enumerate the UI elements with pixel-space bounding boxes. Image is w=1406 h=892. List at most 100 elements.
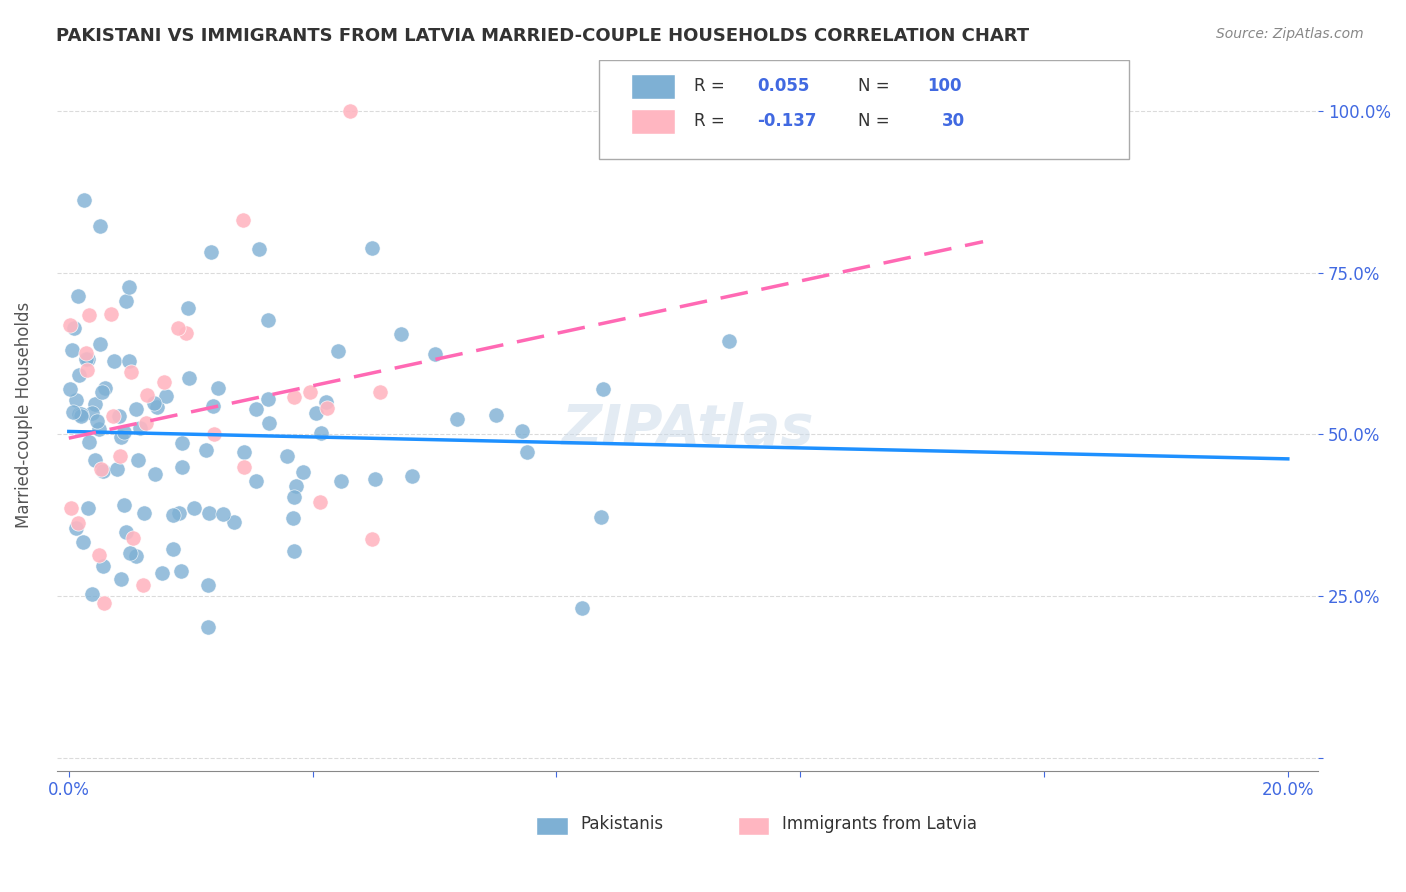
Point	[59, 382, 82, 396]
Point	[60, 501, 83, 516]
Point	[330, 474, 353, 488]
Y-axis label: Married-couple Households: Married-couple Households	[15, 302, 32, 528]
Point	[364, 472, 387, 486]
Point	[118, 280, 141, 294]
Point	[368, 385, 391, 400]
Point	[83, 452, 105, 467]
Point	[305, 406, 328, 420]
Point	[315, 394, 337, 409]
Point	[67, 368, 90, 383]
Point	[66, 289, 89, 303]
Point	[118, 546, 141, 560]
Bar	[738, 817, 769, 835]
Point	[571, 600, 593, 615]
Point	[592, 382, 614, 396]
Point	[718, 334, 741, 348]
Point	[129, 421, 152, 435]
Point	[166, 321, 188, 335]
Point	[202, 427, 225, 442]
Point	[76, 363, 98, 377]
Point	[152, 375, 174, 389]
Point	[589, 509, 612, 524]
Point	[125, 401, 148, 416]
Point	[233, 445, 256, 459]
Text: R =: R =	[693, 112, 730, 130]
Point	[283, 544, 305, 558]
Point	[423, 347, 446, 361]
Point	[80, 406, 103, 420]
Point	[103, 409, 125, 423]
Point	[103, 354, 125, 368]
Point	[169, 565, 191, 579]
Point	[201, 399, 224, 413]
Point	[114, 524, 136, 539]
Point	[339, 104, 361, 119]
Point	[276, 449, 298, 463]
Point	[283, 510, 305, 524]
Point	[67, 407, 90, 421]
Point	[114, 294, 136, 309]
Point	[63, 321, 86, 335]
Point	[177, 301, 200, 316]
Point	[283, 390, 305, 404]
Point	[75, 346, 97, 360]
Point	[86, 414, 108, 428]
Point	[93, 597, 115, 611]
Point	[108, 449, 131, 463]
Point	[167, 506, 190, 520]
Point	[77, 435, 100, 450]
Point	[298, 384, 321, 399]
Point	[150, 566, 173, 581]
Point	[516, 445, 538, 459]
Point	[75, 351, 97, 366]
Point	[285, 479, 308, 493]
Point	[62, 405, 84, 419]
Point	[125, 549, 148, 564]
Text: ZIPAtlas: ZIPAtlas	[561, 402, 814, 457]
Point	[283, 491, 305, 505]
Point	[197, 578, 219, 592]
Point	[94, 381, 117, 395]
Point	[91, 464, 114, 478]
Point	[162, 541, 184, 556]
Point	[245, 401, 267, 416]
Point	[259, 417, 281, 431]
Point	[69, 407, 91, 421]
Text: N =: N =	[858, 77, 894, 95]
Point	[389, 327, 412, 342]
Point	[162, 508, 184, 522]
Point	[232, 213, 254, 227]
Text: 100: 100	[927, 77, 962, 95]
Point	[132, 506, 155, 520]
Text: Immigrants from Latvia: Immigrants from Latvia	[782, 815, 977, 833]
Point	[89, 219, 111, 233]
Point	[77, 308, 100, 322]
Point	[105, 462, 128, 476]
Point	[256, 392, 278, 406]
Point	[197, 620, 219, 634]
Point	[59, 318, 82, 332]
Point	[77, 351, 100, 366]
Point	[87, 548, 110, 562]
Point	[309, 495, 332, 509]
Point	[83, 397, 105, 411]
Text: Source: ZipAtlas.com: Source: ZipAtlas.com	[1216, 27, 1364, 41]
Text: N =: N =	[858, 112, 894, 130]
Point	[247, 242, 270, 256]
Bar	[631, 110, 675, 135]
Point	[60, 343, 83, 358]
Text: Pakistanis: Pakistanis	[581, 815, 664, 833]
Point	[198, 506, 221, 520]
Point	[73, 193, 96, 207]
Point	[89, 337, 111, 351]
Text: -0.137: -0.137	[756, 112, 817, 130]
Point	[65, 521, 87, 535]
Point	[76, 500, 98, 515]
Point	[118, 354, 141, 368]
Text: R =: R =	[693, 77, 730, 95]
Point	[245, 475, 267, 489]
Point	[91, 385, 114, 400]
Point	[72, 534, 94, 549]
Point	[80, 587, 103, 601]
Point	[110, 430, 132, 444]
